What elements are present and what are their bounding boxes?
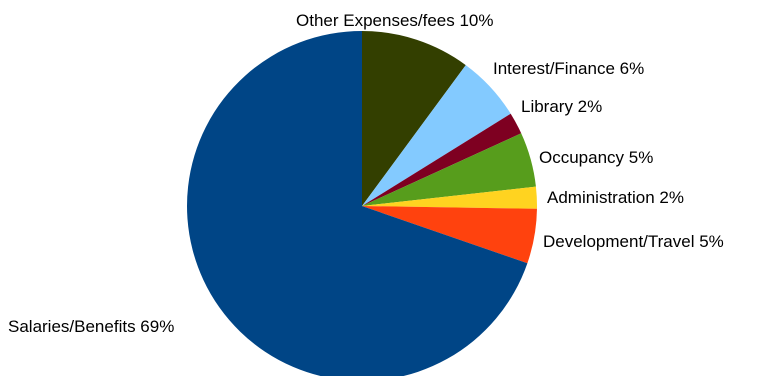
pie-slice-occupancy: [362, 133, 536, 206]
pie-slice-development-travel: [362, 206, 537, 264]
label-salaries-benefits: Salaries/Benefits 69%: [8, 317, 174, 336]
label-occupancy: Occupancy 5%: [539, 148, 653, 167]
pie-slice-administration: [362, 186, 538, 209]
label-other-expenses: Other Expenses/fees 10%: [296, 11, 494, 30]
label-administration: Administration 2%: [547, 188, 684, 207]
pie-slices: [187, 31, 538, 376]
pie-slice-library: [362, 113, 522, 206]
label-interest-finance: Interest/Finance 6%: [493, 59, 644, 78]
pie-labels: Other Expenses/fees 10% Interest/Finance…: [8, 11, 724, 336]
label-library: Library 2%: [521, 97, 602, 116]
label-development-travel: Development/Travel 5%: [543, 232, 724, 251]
pie-slice-interest-finance: [362, 65, 511, 206]
pie-slice-salaries-benefits: [187, 31, 528, 376]
pie-slice-other-expenses-fees: [362, 31, 466, 206]
